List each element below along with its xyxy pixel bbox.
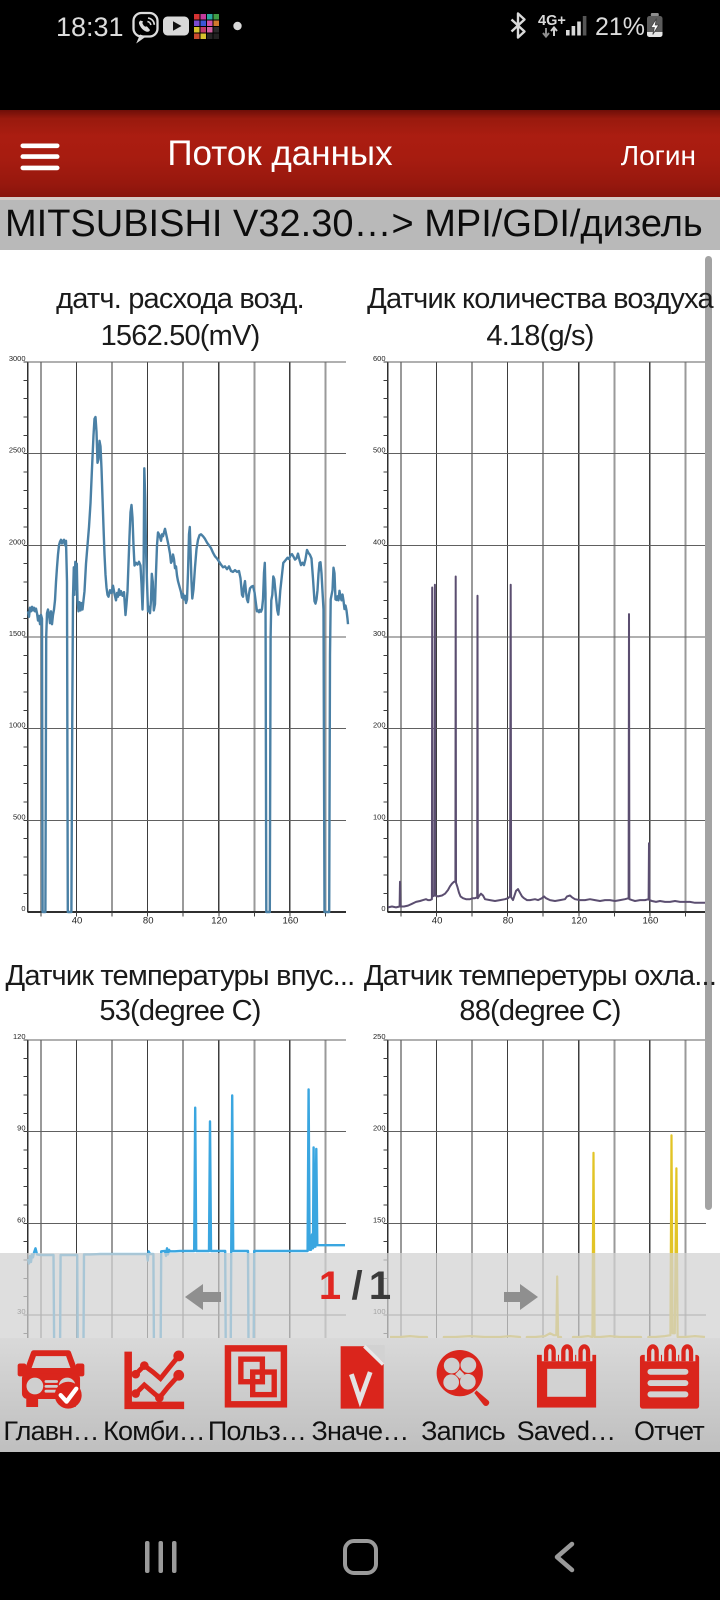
svg-text:3000: 3000: [9, 354, 26, 363]
svg-text:100: 100: [373, 812, 386, 821]
svg-text:1500: 1500: [9, 629, 26, 638]
svg-text:400: 400: [373, 537, 386, 546]
svg-text:120: 120: [571, 916, 587, 927]
svg-text:90: 90: [17, 1124, 25, 1133]
svg-text:60: 60: [17, 1215, 25, 1224]
svg-text:4G+: 4G+: [538, 13, 566, 29]
svg-text:160: 160: [642, 916, 658, 927]
svg-text:40: 40: [72, 916, 83, 927]
svg-text:160: 160: [282, 916, 298, 927]
svg-text:2000: 2000: [9, 537, 26, 546]
svg-text:600: 600: [373, 354, 386, 363]
svg-text:0: 0: [21, 904, 25, 913]
svg-text:80: 80: [503, 916, 514, 927]
svg-text:80: 80: [143, 916, 154, 927]
svg-text:120: 120: [211, 916, 227, 927]
svg-text:40: 40: [432, 916, 443, 927]
svg-text:200: 200: [373, 721, 386, 730]
svg-text:200: 200: [373, 1124, 386, 1133]
svg-text:500: 500: [13, 812, 26, 821]
svg-text:2500: 2500: [9, 446, 26, 455]
svg-text:250: 250: [373, 1032, 386, 1041]
svg-text:500: 500: [373, 446, 386, 455]
svg-text:0: 0: [381, 904, 385, 913]
svg-text:300: 300: [373, 629, 386, 638]
svg-text:150: 150: [373, 1215, 386, 1224]
svg-text:120: 120: [13, 1032, 26, 1041]
svg-text:1000: 1000: [9, 721, 26, 730]
